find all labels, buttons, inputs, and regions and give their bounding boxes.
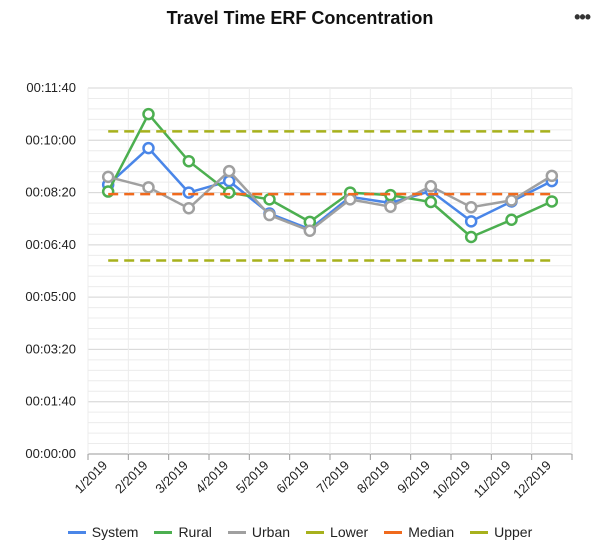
x-tick-label: 11/2019 <box>470 458 513 501</box>
x-tick-label: 9/2019 <box>394 458 433 497</box>
data-point-urban <box>545 169 559 183</box>
data-point-system <box>464 215 478 228</box>
series-layer <box>101 107 559 262</box>
chart-title: Travel Time ERF Concentration <box>166 8 434 28</box>
legend-label: Upper <box>494 524 533 540</box>
data-point-urban <box>182 202 196 215</box>
y-tick-label: 00:10:00 <box>25 132 76 147</box>
x-tick-label: 1/2019 <box>72 458 111 497</box>
y-tick-label: 00:06:40 <box>25 237 76 252</box>
data-point-rural <box>222 186 236 199</box>
data-point-rural <box>545 195 559 208</box>
legend-swatch <box>306 530 325 534</box>
series-line-system <box>107 146 553 231</box>
legend-item-median[interactable]: Median <box>384 524 454 540</box>
legend-swatch <box>154 530 173 534</box>
x-tick-label: 3/2019 <box>152 458 191 497</box>
data-point-urban <box>384 200 397 213</box>
legend-item-system[interactable]: System <box>67 524 139 540</box>
data-point-urban <box>263 208 276 222</box>
x-tick-label: 10/2019 <box>429 458 473 502</box>
legend: System Rural Urban Lower Median Upper <box>0 524 600 540</box>
data-point-system <box>182 186 196 199</box>
y-tick-label: 00:01:40 <box>25 394 76 409</box>
legend-label: Lower <box>330 524 369 540</box>
x-tick-label: 4/2019 <box>193 458 232 497</box>
data-point-rural <box>505 213 518 227</box>
legend-swatch <box>227 530 246 534</box>
data-point-system <box>142 141 155 155</box>
x-tick-label: 6/2019 <box>273 458 312 497</box>
data-point-rural <box>464 230 478 244</box>
legend-swatch <box>470 530 489 534</box>
data-point-urban <box>222 164 236 178</box>
legend-item-rural[interactable]: Rural <box>154 524 212 540</box>
legend-label: System <box>91 524 139 540</box>
x-tick-label: 7/2019 <box>314 458 353 497</box>
axis-layer: 00:00:00 00:01:40 00:03:20 00:05:00 00:06:40… <box>25 80 573 502</box>
data-point-urban <box>343 193 357 206</box>
legend-label: Rural <box>178 524 212 540</box>
legend-swatch <box>384 530 403 534</box>
x-tick-label: 5/2019 <box>233 458 272 497</box>
series-line-rural <box>107 112 553 239</box>
x-tick-label: 8/2019 <box>354 458 393 497</box>
data-point-urban <box>505 194 518 207</box>
data-point-urban <box>101 170 115 184</box>
y-tick-label: 00:03:20 <box>25 341 76 356</box>
legend-label: Urban <box>251 524 291 540</box>
data-point-system <box>222 174 236 188</box>
x-tick-label: 2/2019 <box>112 458 151 497</box>
y-tick-label: 00:05:00 <box>25 289 76 304</box>
data-point-urban <box>424 180 438 193</box>
legend-item-upper[interactable]: Upper <box>470 524 532 540</box>
legend-label: Median <box>408 524 455 540</box>
data-point-rural <box>142 107 155 121</box>
y-tick-label: 00:00:00 <box>25 446 76 461</box>
series-rural <box>101 107 559 244</box>
series-urban <box>101 164 559 237</box>
data-point-urban <box>142 181 155 194</box>
more-horizontal-icon[interactable]: ••• <box>574 7 591 27</box>
grid-layer <box>87 87 573 455</box>
data-point-rural <box>182 154 196 168</box>
data-point-urban <box>464 200 478 214</box>
data-point-rural <box>424 195 438 209</box>
legend-swatch <box>67 530 86 534</box>
x-tick-label: 12/2019 <box>510 458 554 502</box>
data-point-urban <box>303 224 317 237</box>
y-tick-label: 00:11:40 <box>26 80 76 95</box>
series-line-urban <box>107 169 553 232</box>
legend-item-urban[interactable]: Urban <box>227 524 291 540</box>
legend-item-lower[interactable]: Lower <box>306 524 368 540</box>
y-tick-label: 00:08:20 <box>25 185 76 200</box>
data-point-rural <box>263 193 276 206</box>
